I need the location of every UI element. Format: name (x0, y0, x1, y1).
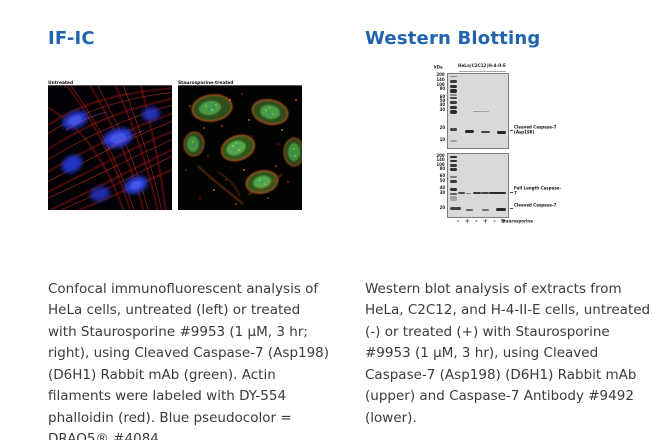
blot-band (449, 75, 457, 77)
blot-band (449, 180, 457, 183)
blot-band (449, 85, 457, 88)
if-untreated-graphic (48, 86, 172, 210)
blot-band (449, 175, 457, 178)
blot-band (464, 130, 474, 134)
treatment-row: - + - + - + (457, 219, 506, 225)
blot-band (496, 208, 506, 211)
lane-separator: | (486, 63, 489, 69)
blot-band (449, 187, 457, 191)
mw-label: 30 (439, 107, 445, 112)
untreated-label-wrap: Untreated (48, 78, 172, 85)
mw-label: 20 (439, 125, 445, 130)
blot-band (449, 207, 461, 210)
lane-label-h4iie: H-4-II-E (488, 63, 506, 69)
blot-band (449, 97, 457, 99)
blot-band (465, 209, 473, 211)
blot-band (466, 192, 471, 194)
mw-label: 50 (439, 178, 445, 183)
treatment-symbol: - (475, 218, 478, 225)
blot-band (449, 164, 457, 167)
blot-band (449, 80, 457, 83)
blot-band (449, 110, 457, 114)
treatment-symbol: + (482, 218, 488, 225)
gel-panel-upper (447, 73, 509, 149)
mw-label: 50 (439, 98, 445, 103)
western-blot-figure[interactable]: kDa HeLa | C2C12 | H-4-II-E 200 140 100 … (430, 62, 595, 234)
blot-band (457, 192, 465, 195)
mw-label: 10 (439, 137, 445, 142)
blot-band (481, 130, 490, 134)
lane-header: HeLa | C2C12 | H-4-II-E (458, 64, 506, 69)
mw-label: 30 (439, 190, 445, 195)
treatment-symbol: + (500, 218, 506, 225)
treatment-label: Staurosporine (501, 219, 533, 224)
blot-band (449, 155, 457, 158)
blot-band (449, 105, 457, 109)
mw-marker-column: 200 140 100 80 60 50 40 30 20 10 200 140… (430, 62, 445, 222)
mw-label: 200 (436, 72, 445, 77)
mw-label: 100 (436, 82, 445, 87)
upper-band-annotation: Cleaved Caspase-7 (Asp198) (514, 125, 557, 135)
blot-band (496, 191, 506, 195)
lane-label-hela: HeLa (458, 63, 470, 69)
if-ic-heading: IF-IC (48, 28, 95, 49)
blot-band (481, 110, 489, 112)
mw-label: 200 (436, 153, 445, 158)
treatment-symbol: + (464, 218, 470, 225)
annotation-tick (510, 192, 513, 193)
cleaved-annotation: Cleaved Caspase-7 (514, 203, 557, 208)
blot-band (481, 209, 489, 211)
if-panel-treated[interactable]: Staurosporine-treated (178, 78, 302, 210)
treatment-symbol: - (457, 218, 460, 225)
if-image-treated[interactable] (178, 85, 302, 210)
gel-panel-lower (447, 153, 509, 218)
treated-label-wrap: Staurosporine-treated (178, 78, 302, 85)
full-length-annotation: Full Length Caspase-7 (514, 186, 561, 196)
blot-band (449, 159, 457, 162)
blot-band (488, 191, 498, 195)
mw-label: 40 (439, 102, 445, 107)
mw-label: 40 (439, 185, 445, 190)
blot-band (449, 192, 457, 195)
mw-label: 140 (436, 77, 445, 82)
blot-band (481, 192, 489, 195)
if-ic-caption: Confocal immunofluorescent analysis of H… (48, 280, 330, 440)
if-image-untreated[interactable] (48, 85, 172, 210)
untreated-label: Untreated (48, 80, 74, 85)
mw-label: 80 (439, 86, 445, 91)
blot-band (449, 93, 457, 96)
lane-label-c2c12: C2C12 (471, 63, 487, 69)
blot-band (473, 192, 481, 195)
if-figure: Untreated (48, 78, 340, 210)
if-treated-graphic (178, 86, 302, 210)
treatment-symbol: - (493, 218, 496, 225)
blot-band (473, 110, 481, 112)
annotation-tick (510, 130, 513, 131)
mw-label: 140 (436, 157, 445, 162)
lane-separator: | (469, 63, 472, 69)
mw-label: 60 (439, 173, 445, 178)
blot-band (449, 89, 457, 93)
western-blotting-heading: Western Blotting (365, 28, 541, 49)
blot-band (449, 140, 457, 142)
blot-band (449, 128, 457, 131)
section-western-blotting: Western Blotting kDa HeLa | C2C12 | H-4-… (365, 28, 657, 426)
blot-band (449, 195, 457, 201)
blot-band (449, 101, 457, 104)
lane-header-underline (459, 70, 506, 72)
mw-label: 100 (436, 162, 445, 167)
western-blot-caption: Western blot analysis of extracts from H… (365, 280, 651, 426)
blot-band (496, 130, 506, 134)
section-if-ic: IF-IC Untreated (48, 28, 340, 440)
blot-band (449, 168, 457, 171)
mw-label: 60 (439, 94, 445, 99)
kda-label: kDa (434, 65, 443, 70)
if-panel-untreated[interactable]: Untreated (48, 78, 172, 210)
mw-label: 80 (439, 166, 445, 171)
mw-label: 20 (439, 205, 445, 210)
annotation-tick (510, 208, 513, 209)
treated-label: Staurosporine-treated (178, 80, 234, 85)
